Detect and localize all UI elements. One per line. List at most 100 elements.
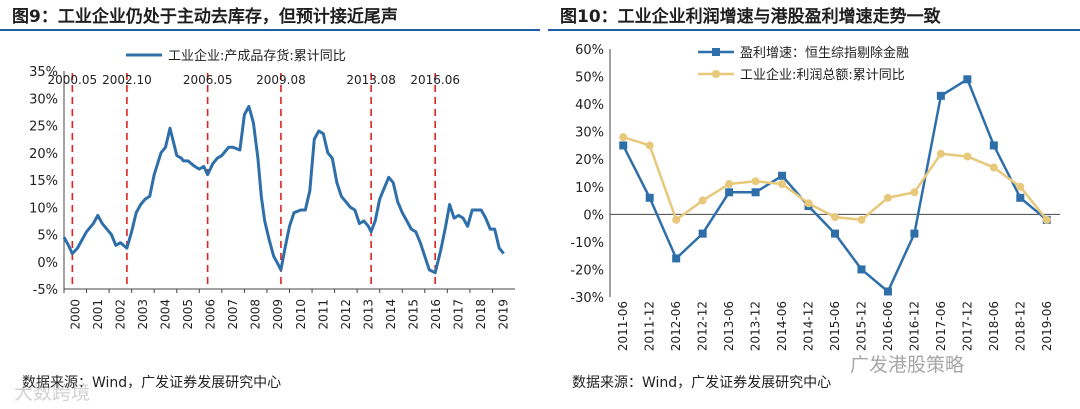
right-source-note: 数据来源：Wind，广发证券发展研究中心 (572, 375, 832, 391)
x-tick-label: 2009 (271, 299, 285, 330)
turning-point-label: 2000.05 (48, 73, 98, 87)
inventory-series-line (62, 104, 505, 275)
left-source-note: 数据来源：Wind，广发证券发展研究中心 (22, 375, 282, 391)
x-tick-label: 2015 (407, 299, 421, 330)
turning-point-label: 2013.08 (346, 73, 396, 87)
x-tick-label: 2001 (91, 299, 105, 330)
data-point-circle (989, 163, 998, 172)
left-title-rule (0, 29, 540, 31)
x-tick-label: 2011-12 (643, 301, 657, 351)
series-line-2 (622, 136, 1048, 222)
y-tick-label: 15% (29, 174, 58, 189)
data-point-square (725, 188, 734, 197)
x-tick-label: 2017 (452, 299, 466, 330)
data-point-square (672, 254, 681, 263)
y-tick-label: 50% (575, 71, 604, 86)
x-tick-label: 2016-12 (907, 301, 921, 351)
turning-point-label: 2002.10 (102, 73, 152, 87)
x-tick-label: 2017-12 (960, 301, 974, 351)
y-tick-label: 10% (29, 201, 58, 216)
data-point-circle (963, 152, 972, 161)
y-tick-label: 0% (583, 208, 604, 223)
data-point-circle (645, 141, 654, 150)
data-point-circle (698, 196, 707, 205)
y-tick-label: 30% (575, 126, 604, 141)
data-point-circle (672, 215, 681, 224)
data-point-circle (778, 180, 787, 189)
data-point-square (831, 229, 839, 238)
data-point-square (910, 229, 919, 238)
x-tick-label: 2014-12 (802, 301, 816, 351)
data-point-square (963, 75, 972, 84)
x-tick-label: 2011-06 (616, 301, 630, 351)
watermark-guangfa: 广发港股策略 (850, 354, 965, 376)
profit-growth-chart: -30% -20% -10% 0% 10% 20% 30% 40% 50% 60% 2011-06 2… (570, 43, 1060, 351)
x-tick-label: 2007 (226, 299, 240, 330)
data-point-circle (725, 180, 734, 189)
data-point-square (857, 265, 866, 274)
watermark-dashu: 大数跨境 (14, 382, 91, 404)
turning-point-label: 2009.08 (256, 73, 306, 87)
x-tick-label: 2019 (497, 299, 511, 330)
data-point-square (989, 141, 998, 150)
data-point-circle (619, 133, 628, 142)
series-line-1 (622, 77, 1048, 294)
x-tick-label: 2010 (294, 299, 308, 330)
data-point-square (1016, 193, 1025, 202)
data-point-circle (936, 149, 945, 158)
turning-point-label: 2016.06 (410, 73, 460, 87)
x-tick-label: 2019-06 (1040, 301, 1054, 351)
x-tick-label: 2013-12 (749, 301, 763, 351)
x-tick-label: 2012-06 (669, 301, 683, 351)
y-tick-label: 30% (29, 92, 58, 107)
x-tick-label: 2000 (68, 299, 82, 330)
legend-label-2: 工业企业:利润总额:累计同比 (740, 67, 905, 83)
x-tick-label: 2014 (384, 299, 398, 330)
x-tick-label: 2012-12 (696, 301, 710, 351)
data-point-circle (857, 215, 866, 224)
x-tick-label: 2004 (158, 299, 172, 330)
y-tick-label: -10% (570, 236, 604, 251)
left-chart-panel: 图9：工业企业仍处于主动去库存，但预计接近尾声 -5% 0% 5% 10% 15% 20%… (0, 7, 540, 391)
y-tick-label: -20% (570, 263, 604, 278)
x-tick-label: 2008 (249, 299, 263, 330)
x-tick-label: 2017-06 (934, 301, 948, 351)
data-point-circle (1016, 182, 1025, 191)
data-point-square (698, 229, 707, 238)
x-tick-label: 2018-12 (1013, 301, 1027, 351)
data-point-square (751, 188, 760, 197)
data-point-square (619, 141, 628, 150)
data-point-circle (910, 188, 919, 197)
x-tick-label: 2015-12 (854, 301, 868, 351)
turning-point-label: 2006.05 (183, 73, 233, 87)
data-point-circle (1042, 215, 1051, 224)
y-tick-label: 20% (29, 147, 58, 162)
x-tick-label: 2003 (136, 299, 150, 330)
x-tick-label: 2013-06 (722, 301, 736, 351)
x-tick-label: 2018-06 (987, 301, 1001, 351)
data-point-square (645, 193, 654, 202)
x-tick-label: 2012 (339, 299, 353, 330)
x-tick-label: 2011 (316, 299, 330, 330)
x-tick-label: 2005 (181, 299, 195, 330)
left-chart-title: 图9：工业企业仍处于主动去库存，但预计接近尾声 (12, 7, 398, 27)
x-tick-label: 2013 (361, 299, 375, 330)
x-tick-label: 2016-06 (881, 301, 895, 351)
x-tick-label: 2018 (474, 299, 488, 330)
data-point-circle (831, 213, 839, 222)
y-tick-label: 25% (29, 120, 58, 135)
right-title-rule (548, 29, 1080, 31)
data-point-circle (751, 177, 760, 186)
data-point-circle (804, 199, 813, 208)
y-tick-label: -30% (570, 291, 604, 306)
data-point-square (778, 171, 787, 180)
legend-marker-2 (712, 70, 720, 78)
right-chart-title: 图10：工业企业利润增速与港股盈利增速走势一致 (560, 7, 941, 27)
legend-label: 工业企业:产成品存货:累计同比 (168, 48, 346, 64)
x-tick-label: 2006 (204, 299, 218, 330)
data-point-square (883, 287, 892, 296)
y-tick-label: 20% (575, 153, 604, 168)
right-chart-panel: 图10：工业企业利润增速与港股盈利增速走势一致 -30% -20% -10% 0% 10… (548, 0, 1080, 409)
data-point-circle (883, 193, 892, 202)
data-point-square (936, 91, 945, 100)
